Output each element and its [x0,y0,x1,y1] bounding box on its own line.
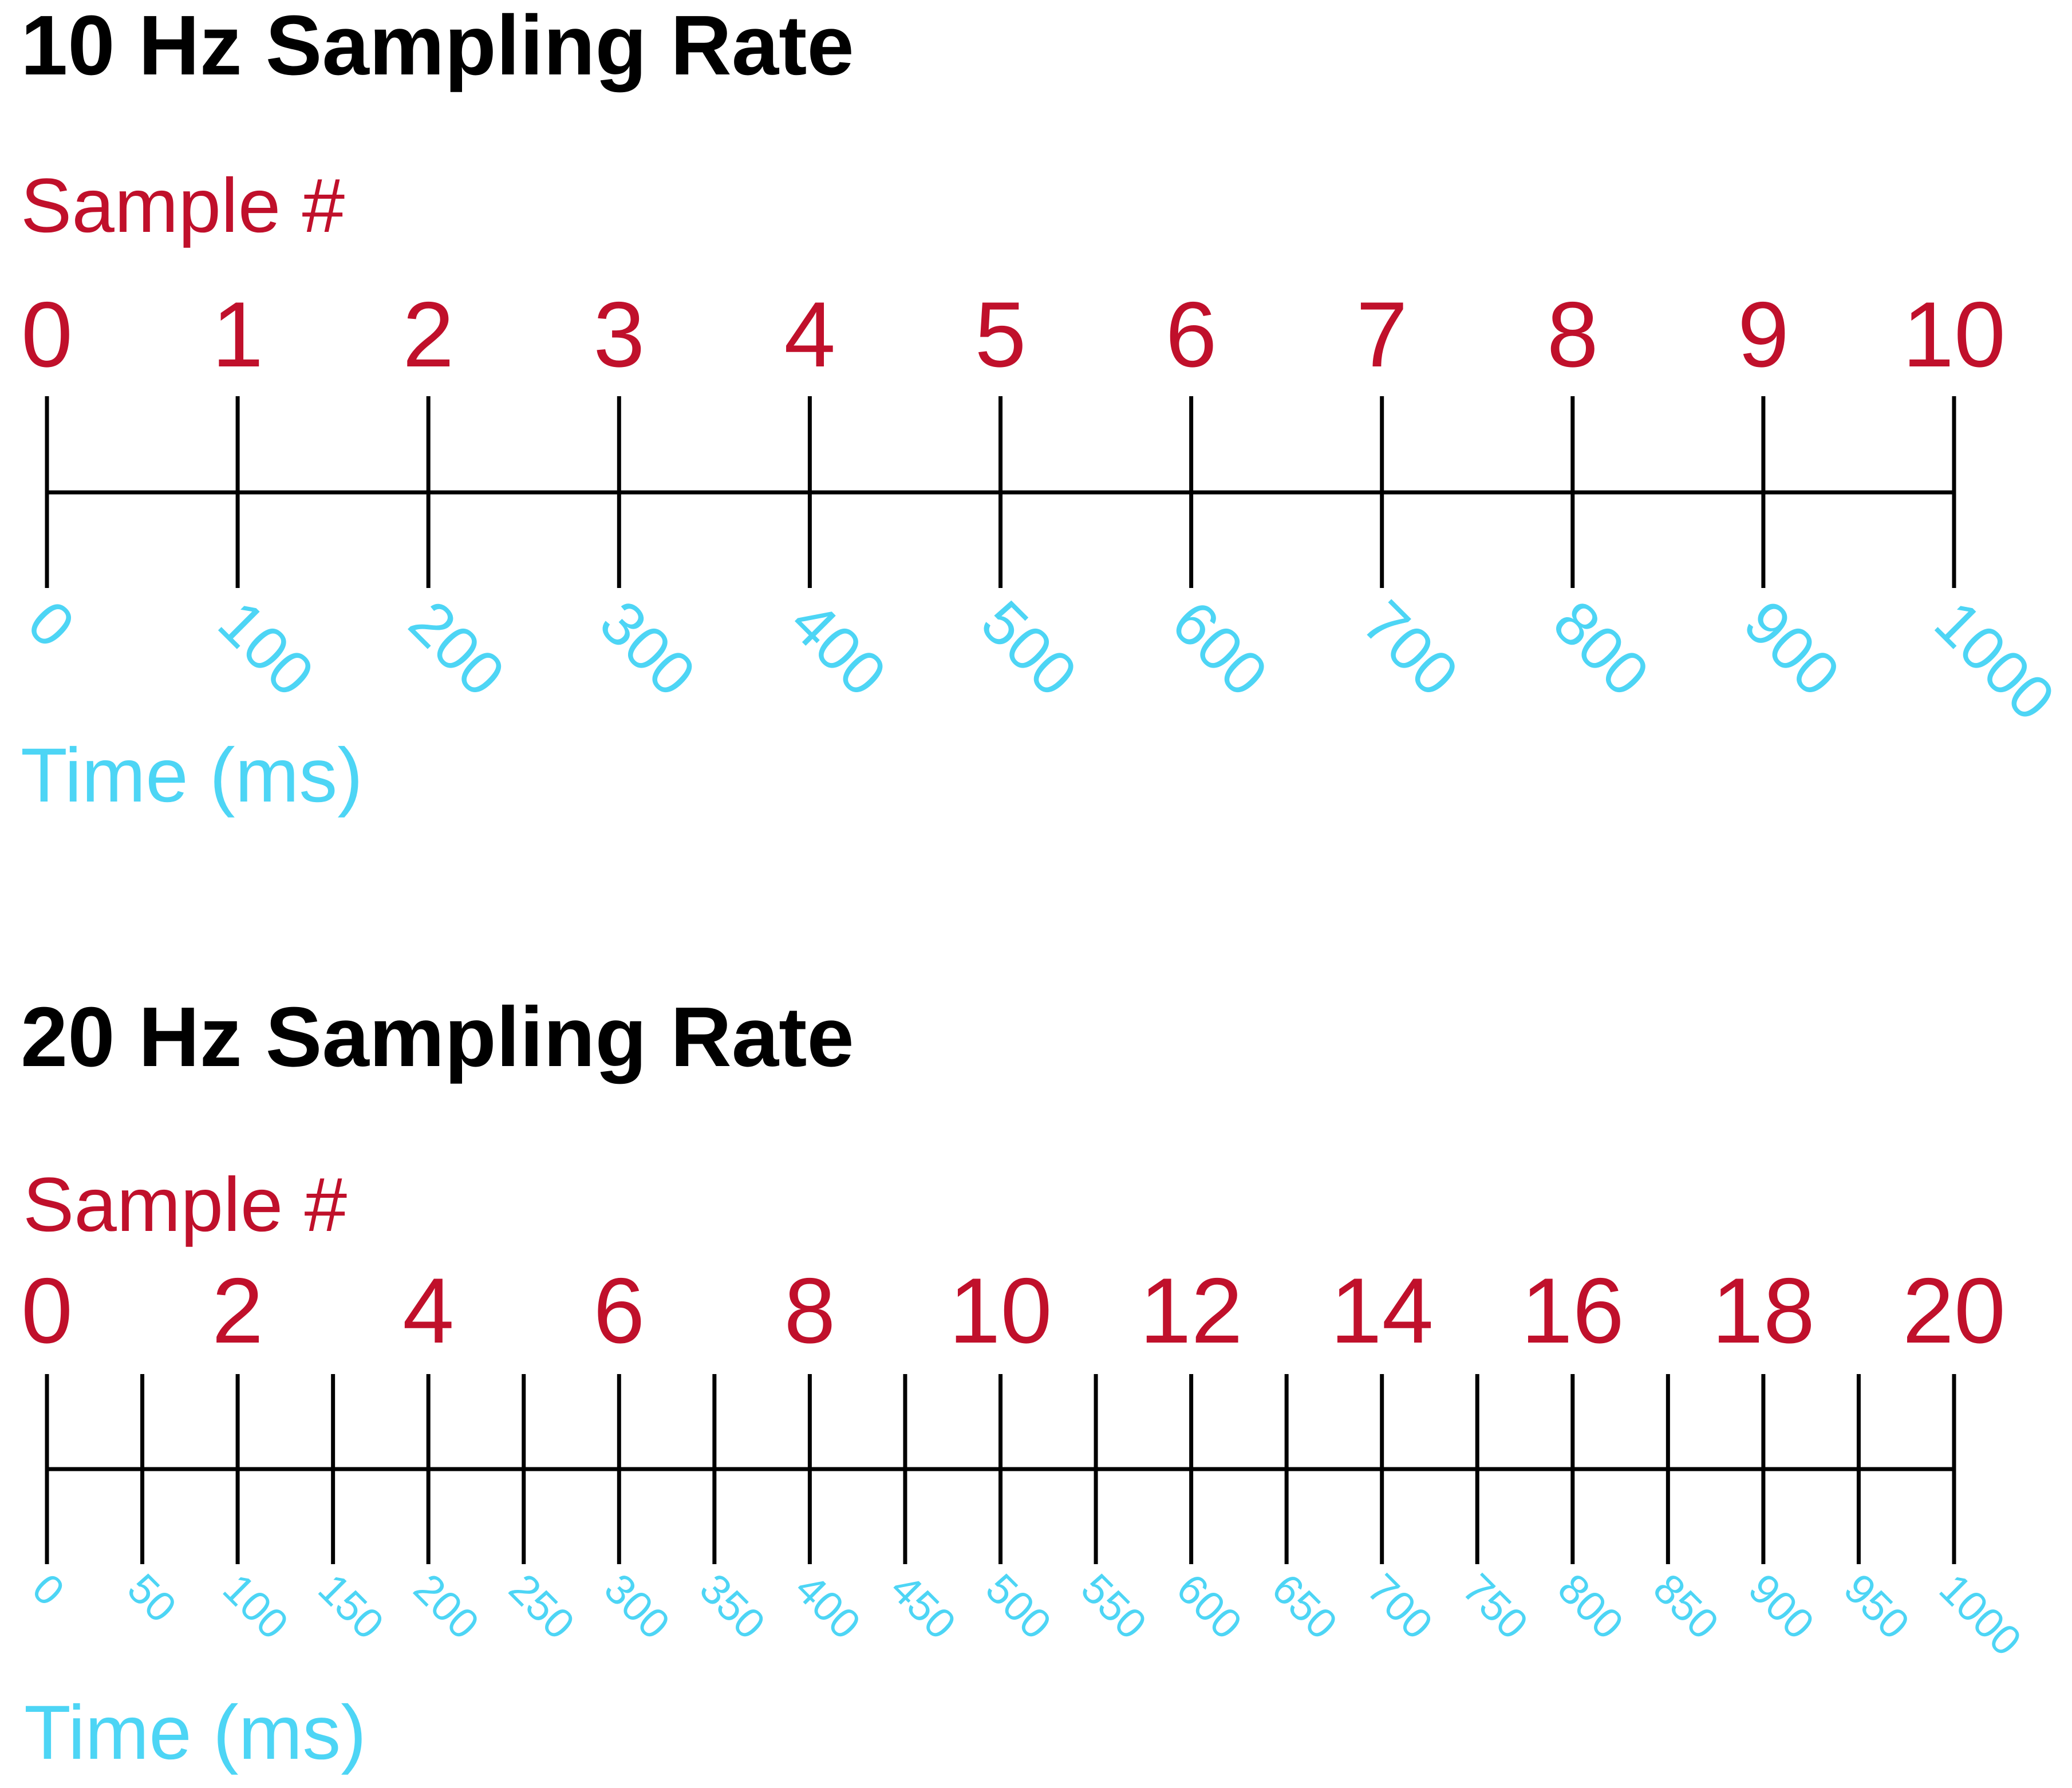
sample-number-label: 12 [1139,1259,1242,1363]
sample-number-label: 8 [1547,283,1599,386]
sample-number-label: 14 [1331,1259,1434,1363]
time-tick-label: 300 [595,1565,679,1648]
sample-number-labels: 0 2 4 6 8 10 12 14 16 18 20 [21,1259,2006,1363]
time-tick-label: 1000 [1931,1565,2031,1665]
time-tick-label: 550 [1072,1565,1156,1648]
time-axis-label: Time (ms) [21,733,363,818]
time-tick-labels: 0 50 100 150 200 250 300 350 400 450 500 550 600 650 7… [23,1565,2031,1665]
sample-number-label: 6 [593,1259,645,1363]
timeline-title: 10 Hz Sampling Rate [21,0,854,93]
time-tick-label: 300 [587,587,709,709]
sample-number-label: 10 [949,1259,1052,1363]
time-tick-label: 850 [1644,1565,1728,1648]
time-tick-label: 350 [691,1565,775,1648]
time-tick-label: 200 [396,587,518,709]
timeline-title: 20 Hz Sampling Rate [21,990,854,1084]
time-tick-label: 900 [1740,1565,1824,1648]
time-tick-label: 800 [1549,1565,1632,1648]
sample-number-label: 7 [1356,283,1408,386]
time-tick-label: 600 [1167,1565,1251,1648]
time-tick-label: 800 [1541,587,1663,709]
tick-marks [45,396,1956,588]
time-tick-label: 50 [119,1565,186,1632]
time-tick-label: 200 [405,1565,488,1648]
sample-number-label: 0 [21,1259,73,1363]
time-tick-label: 400 [778,587,899,709]
time-tick-label: 700 [1349,587,1471,709]
sample-number-label: 10 [1903,283,2006,386]
time-tick-label: 0 [23,1565,74,1615]
time-tick-label: 0 [15,587,88,661]
time-tick-label: 500 [968,587,1090,709]
time-tick-label: 150 [309,1565,393,1648]
time-tick-label: 900 [1731,587,1853,709]
sample-number-label: 2 [212,1259,263,1363]
time-tick-label: 700 [1358,1565,1442,1648]
timeline-10hz: 10 Hz Sampling Rate Sample # 0 1 2 3 4 5 6 7 8 9 1… [15,0,2068,818]
time-tick-label: 400 [786,1565,870,1648]
sample-number-label: 3 [593,283,645,386]
sample-number-label: 0 [21,283,73,386]
time-tick-label: 600 [1159,587,1281,709]
sample-number-label: 2 [402,283,454,386]
sample-axis-label: Sample # [23,1162,347,1248]
time-tick-label: 1000 [1922,587,2068,733]
sample-number-label: 8 [784,1259,835,1363]
time-tick-label: 950 [1835,1565,1919,1648]
sample-number-label: 16 [1521,1259,1624,1363]
time-tick-label: 500 [977,1565,1060,1648]
sample-number-label: 5 [974,283,1026,386]
time-tick-label: 250 [500,1565,583,1648]
sample-number-label: 20 [1903,1259,2006,1363]
tick-marks [45,1374,1956,1564]
time-tick-label: 750 [1454,1565,1537,1648]
sample-axis-label: Sample # [21,163,345,248]
sample-number-label: 9 [1738,283,1789,386]
timeline-20hz: 20 Hz Sampling Rate Sample # 0 2 4 6 8 10 12 14… [21,990,2031,1775]
time-axis-label: Time (ms) [24,1690,366,1775]
time-tick-label: 100 [214,1565,298,1648]
time-tick-label: 650 [1263,1565,1347,1648]
sample-number-labels: 0 1 2 3 4 5 6 7 8 9 10 [21,283,2006,386]
sample-number-label: 6 [1166,283,1217,386]
sample-number-label: 18 [1712,1259,1815,1363]
sample-number-label: 4 [402,1259,454,1363]
time-tick-label: 100 [206,587,327,709]
sample-number-label: 1 [212,283,263,386]
time-tick-label: 450 [882,1565,965,1648]
time-tick-labels: 0 100 200 300 400 500 600 700 800 900 1000 [15,587,2068,733]
sample-number-label: 4 [784,283,835,386]
